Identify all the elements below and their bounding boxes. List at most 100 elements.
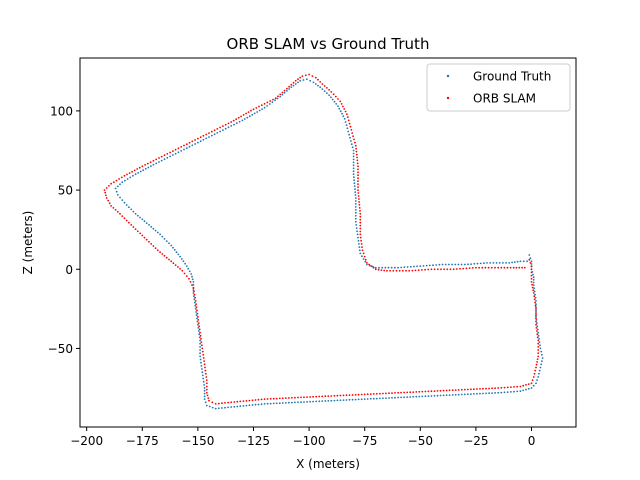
data-point [539,344,541,347]
data-point [354,194,357,196]
data-point [512,266,515,269]
data-point [440,268,442,271]
data-point [482,392,484,395]
data-point [304,74,307,77]
data-point [530,268,533,271]
data-point [358,243,360,245]
data-point [114,209,117,211]
data-point [535,320,537,323]
data-point [121,199,124,202]
data-point [330,96,332,99]
data-point [537,342,540,345]
data-point [519,385,522,388]
data-point [401,269,404,272]
data-point [348,122,351,125]
x-tick-label: −25 [463,434,488,448]
data-point [359,236,362,239]
data-point [436,394,439,397]
data-point [494,266,496,269]
data-point [312,81,315,84]
data-point [386,269,388,272]
data-point [427,390,430,393]
data-point [438,263,441,266]
data-point [535,319,538,321]
data-point [197,315,199,318]
data-point [442,394,445,397]
data-point [397,391,399,394]
data-point [177,151,180,154]
data-point [290,83,293,86]
data-point [195,314,198,317]
points-layer [103,73,544,410]
data-point [202,138,205,141]
data-point [506,391,509,393]
data-point [521,266,523,269]
data-point [255,107,258,109]
data-point [116,185,119,188]
data-point [530,260,533,263]
data-point [258,109,261,112]
data-point [418,395,421,398]
data-point [195,306,198,309]
data-point [378,266,380,269]
data-point [300,401,302,404]
data-point [541,353,543,356]
data-point [314,83,317,85]
data-point [129,176,132,179]
data-point [355,153,358,156]
data-point [342,394,345,397]
data-point [210,134,213,137]
data-point [321,400,324,402]
data-point [502,262,504,264]
data-point [278,402,281,405]
data-point [497,266,500,269]
data-point [465,267,468,270]
data-point [160,159,163,162]
data-point [533,298,536,301]
data-point [141,218,144,221]
data-point [530,277,533,280]
data-point [227,401,230,404]
data-point [194,304,197,307]
data-point [344,110,347,113]
data-point [201,344,203,347]
data-point [272,402,275,405]
data-point [359,224,362,227]
data-point [248,115,251,118]
data-point [154,247,157,250]
data-point [197,137,199,140]
data-point [354,141,356,144]
data-point [488,387,490,390]
data-point [403,396,405,399]
data-point [139,232,142,235]
data-point [342,115,345,118]
data-point [500,386,503,389]
data-point [315,395,318,398]
data-point [121,215,124,218]
data-point [116,211,119,213]
data-point [354,188,356,191]
data-point [169,151,172,154]
data-point [435,264,438,266]
data-point [372,393,375,395]
data-point [528,258,531,261]
data-point [242,405,245,407]
data-point [217,402,220,405]
data-point [191,275,193,278]
data-point [166,153,169,155]
data-point [303,396,305,399]
series-orb-slam [103,73,540,405]
data-point [379,397,381,400]
data-point [345,399,348,401]
data-point [204,401,207,404]
data-point [201,371,204,374]
data-point [213,129,216,132]
data-point [161,235,164,238]
data-point [323,85,326,87]
data-point [107,199,110,202]
data-point [143,220,146,223]
data-point [537,376,540,378]
data-point [297,81,299,84]
data-point [530,382,533,385]
data-point [294,396,296,399]
